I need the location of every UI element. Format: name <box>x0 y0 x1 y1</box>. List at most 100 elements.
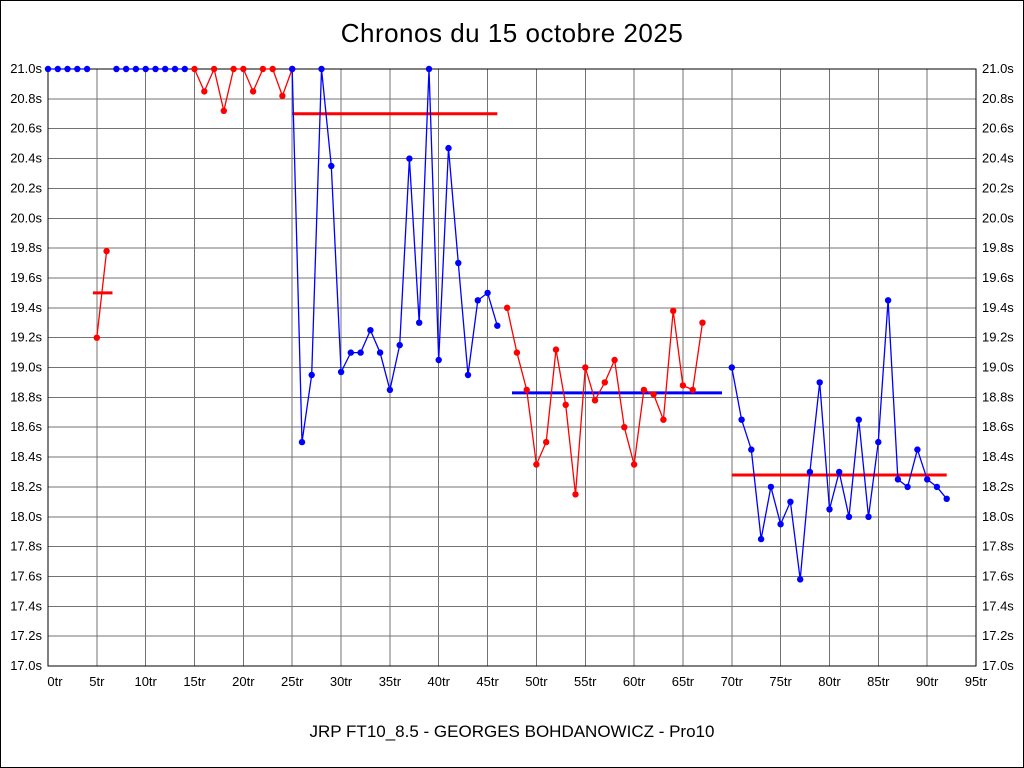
data-point-blue-run-3 <box>367 327 374 334</box>
y-tick-label-left: 18.2s <box>10 479 42 494</box>
data-point-blue-run-3 <box>328 162 335 170</box>
data-point-red-run-2 <box>240 65 247 73</box>
data-point-blue-run-3 <box>357 349 364 356</box>
y-tick-label-right: 20.6s <box>982 121 1014 136</box>
y-tick-label-left: 17.6s <box>10 568 42 583</box>
chart-footer: JRP FT10_8.5 - GEORGES BOHDANOWICZ - Pro… <box>309 722 715 741</box>
data-point-blue-run-3 <box>425 65 433 73</box>
data-point-blue-run-3 <box>386 386 394 394</box>
y-tick-label-left: 18.6s <box>10 419 42 434</box>
data-point-blue-run-3 <box>298 438 306 446</box>
y-tick-label-left: 19.4s <box>10 300 42 315</box>
data-point-red-run-3 <box>640 386 648 394</box>
data-point-red-run-3 <box>533 461 540 468</box>
data-point-red-run-3 <box>679 382 687 389</box>
data-point-blue-run-4 <box>816 379 823 386</box>
data-point-blue-run-2 <box>142 65 149 73</box>
data-point-blue-run-4 <box>836 468 843 476</box>
data-point-blue-run-4 <box>826 506 833 513</box>
x-tick-label: 50tr <box>525 674 548 689</box>
data-point-red-run-3 <box>513 349 521 356</box>
y-tick-label-left: 18.4s <box>10 449 42 464</box>
y-tick-label-left: 20.4s <box>10 151 42 166</box>
y-tick-label-left: 18.0s <box>10 509 42 524</box>
data-point-red-run-2 <box>230 65 237 73</box>
data-point-blue-run-3 <box>406 155 413 162</box>
y-tick-label-right: 20.8s <box>982 91 1014 106</box>
y-tick-label-right: 18.8s <box>982 389 1014 404</box>
x-tick-label: 95tr <box>965 674 988 689</box>
data-point-blue-run-4 <box>757 535 765 543</box>
y-tick-label-right: 19.4s <box>982 300 1014 315</box>
data-point-blue-run-2 <box>122 65 130 73</box>
y-tick-label-right: 17.4s <box>982 598 1014 613</box>
data-point-blue-run-2 <box>162 65 169 73</box>
y-tick-label-right: 19.2s <box>982 330 1014 345</box>
y-tick-label-left: 20.0s <box>10 210 42 225</box>
data-point-blue-run-4 <box>924 476 931 483</box>
data-point-blue-run-3 <box>435 356 442 364</box>
data-point-blue-run-4 <box>806 468 814 476</box>
data-point-blue-run-4 <box>933 483 941 491</box>
data-point-blue-run-1 <box>83 65 91 73</box>
data-point-blue-run-3 <box>318 65 325 73</box>
data-point-red-run-2 <box>269 65 276 73</box>
data-point-red-run-2 <box>201 88 208 95</box>
x-tick-label: 20tr <box>232 674 255 689</box>
x-tick-label: 60tr <box>623 674 646 689</box>
data-point-red-run-3 <box>562 401 569 408</box>
data-point-red-run-2 <box>249 88 257 95</box>
data-point-blue-run-4 <box>797 576 804 583</box>
data-point-blue-run-4 <box>845 513 853 520</box>
data-point-blue-run-3 <box>308 371 315 379</box>
series-line-blue-run-3 <box>291 68 498 443</box>
data-point-blue-run-3 <box>337 368 345 376</box>
data-point-red-run-3 <box>699 319 706 326</box>
x-tick-label: 30tr <box>330 674 353 689</box>
y-tick-label-left: 17.8s <box>10 539 42 554</box>
data-point-red-run-3 <box>611 356 618 364</box>
data-point-blue-run-2 <box>132 65 140 73</box>
x-tick-label: 5tr <box>89 674 105 689</box>
data-point-blue-run-4 <box>884 297 892 304</box>
data-point-blue-run-4 <box>875 438 882 446</box>
data-point-red-run-3 <box>503 304 511 311</box>
data-point-blue-run-4 <box>904 483 911 491</box>
y-tick-label-left: 18.8s <box>10 389 42 404</box>
data-point-red-run-3 <box>523 386 530 394</box>
data-point-blue-run-1 <box>54 65 61 73</box>
data-point-red-run-1 <box>103 247 110 255</box>
data-point-blue-run-1 <box>44 65 52 73</box>
x-tick-label: 75tr <box>769 674 792 689</box>
y-tick-label-right: 18.4s <box>982 449 1014 464</box>
data-point-blue-run-4 <box>748 446 755 453</box>
data-point-blue-run-3 <box>376 349 384 356</box>
data-point-red-run-3 <box>689 386 696 394</box>
x-tick-label: 90tr <box>916 674 939 689</box>
y-tick-label-right: 21.0s <box>982 61 1014 76</box>
data-point-blue-run-4 <box>738 416 745 423</box>
data-point-blue-run-4 <box>943 495 950 502</box>
x-tick-label: 45tr <box>476 674 499 689</box>
x-tick-label: 25tr <box>281 674 304 689</box>
y-tick-label-right: 18.2s <box>982 479 1014 494</box>
y-tick-label-right: 20.2s <box>982 180 1014 195</box>
data-point-red-run-3 <box>630 461 638 468</box>
x-tick-label: 55tr <box>574 674 597 689</box>
data-point-red-run-3 <box>670 307 677 314</box>
data-point-blue-run-4 <box>777 521 784 528</box>
plot-border <box>47 68 977 667</box>
data-point-blue-run-4 <box>787 498 794 505</box>
data-point-red-run-3 <box>601 379 608 386</box>
y-tick-label-left: 19.2s <box>10 330 42 345</box>
data-point-blue-run-3 <box>347 349 354 356</box>
data-point-red-run-3 <box>621 424 628 431</box>
data-point-red-run-3 <box>591 397 599 404</box>
x-tick-label: 70tr <box>721 674 744 689</box>
x-tick-label: 85tr <box>867 674 890 689</box>
data-point-blue-run-4 <box>855 416 862 423</box>
y-tick-label-left: 21.0s <box>10 61 42 76</box>
data-point-blue-run-4 <box>767 483 775 491</box>
y-tick-label-right: 18.6s <box>982 419 1014 434</box>
